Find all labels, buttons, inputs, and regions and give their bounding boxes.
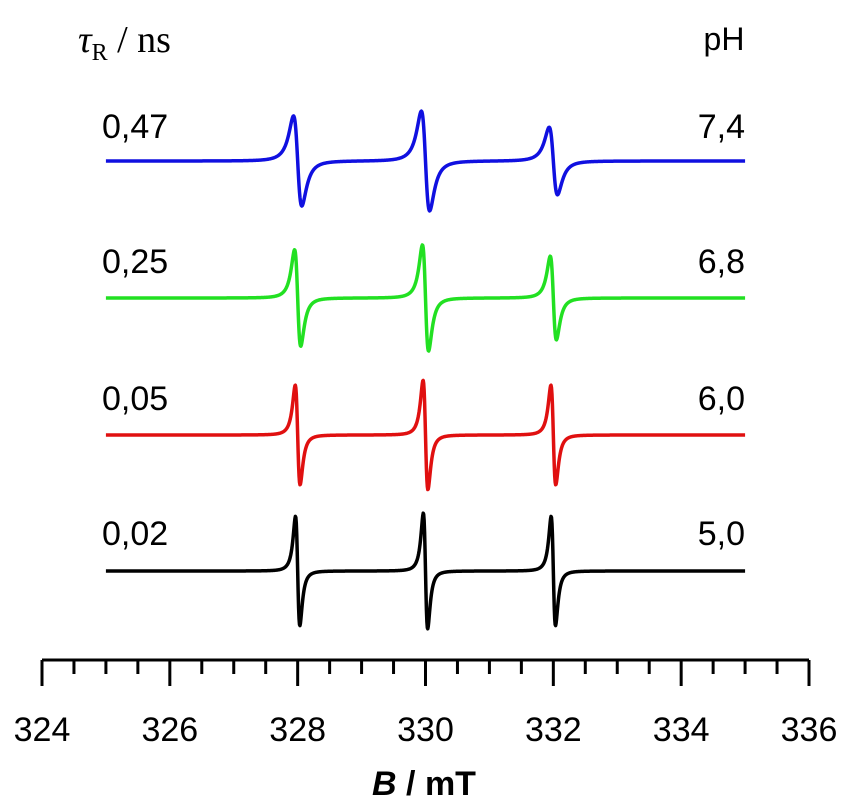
spectrum-line-2 — [104, 378, 747, 492]
tau-value-label: 0,25 — [102, 243, 168, 281]
x-tick-label: 326 — [141, 711, 198, 749]
x-tick-label: 334 — [653, 711, 710, 749]
spectrum-line-1 — [104, 243, 747, 353]
ph-value-label: 6,8 — [698, 243, 745, 281]
series-layer: 0,47 7,4 0,25 6,8 0,05 6,0 0,02 5,0 — [102, 108, 747, 631]
tau-value-label: 0,02 — [102, 515, 168, 553]
x-tick-label: 324 — [14, 711, 71, 749]
x-axis: 324 326 328 330 332 334 336 — [14, 658, 838, 749]
x-tick-label: 332 — [525, 711, 582, 749]
x-axis-label-unit: / mT — [397, 765, 477, 803]
ph-value-label: 6,0 — [698, 380, 745, 418]
ph-value-label: 7,4 — [698, 108, 745, 146]
x-tick-label: 336 — [781, 711, 838, 749]
left-header-tau: τ — [78, 19, 93, 61]
tau-value-label: 0,47 — [102, 108, 168, 146]
spectrum-line-0 — [104, 109, 747, 213]
x-axis-label: B / mT — [372, 765, 476, 803]
left-header-rest: / ns — [108, 19, 171, 61]
left-header: τR / ns — [78, 19, 171, 66]
x-tick-label: 328 — [269, 711, 326, 749]
x-axis-label-var: B — [372, 765, 397, 803]
left-header-sub: R — [92, 40, 108, 66]
tau-value-label: 0,05 — [102, 380, 168, 418]
spectrum-line-3 — [104, 511, 747, 631]
right-header: pH — [704, 21, 745, 57]
x-tick-label: 330 — [397, 711, 454, 749]
ph-value-label: 5,0 — [698, 515, 745, 553]
